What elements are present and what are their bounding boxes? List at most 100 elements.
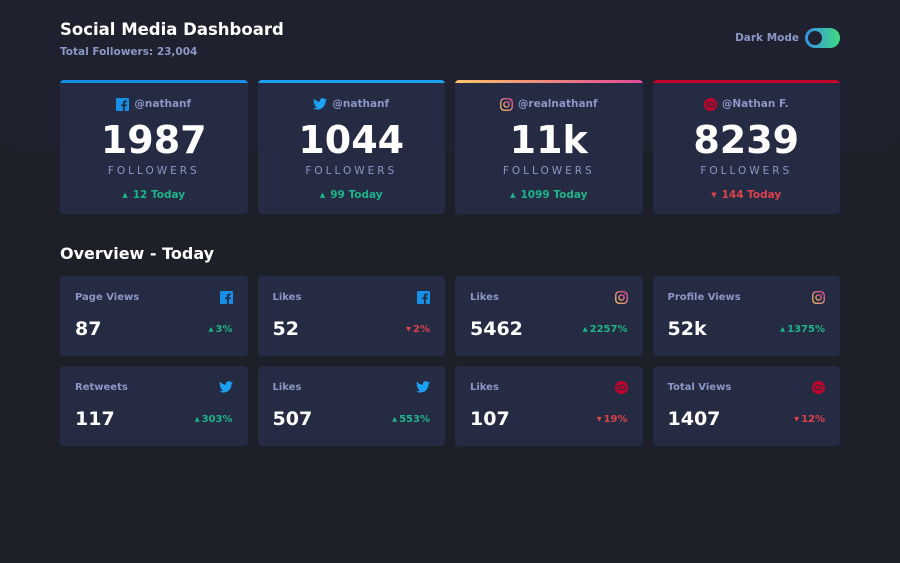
handle-row: @Nathan F. (653, 97, 841, 111)
follower-card-instagram[interactable]: @realnathanf 11k FOLLOWERS ▲ 1099 Today (455, 80, 643, 214)
instagram-icon (614, 290, 628, 304)
overview-card-instagram-likes[interactable]: Likes 5462 ▲ 2257% (455, 276, 643, 356)
twitter-icon (218, 381, 233, 393)
metric-value: 5462 (470, 318, 523, 340)
overview-heading: Overview - Today (60, 244, 215, 263)
metric-change-value: 12% (801, 413, 825, 425)
handle-row: @nathanf (258, 97, 446, 111)
facebook-icon (417, 290, 430, 304)
down-arrow-icon: ▼ (406, 325, 412, 333)
follower-count: 8239 (693, 118, 800, 162)
overview-card-youtube-total-views[interactable]: Total Views 1407 ▼ 12% (652, 366, 840, 446)
metric-title: Likes (272, 291, 302, 303)
metric-title: Total Views (667, 381, 732, 393)
overview-card-header: Page Views (75, 290, 233, 304)
overview-card-header: Likes (272, 290, 430, 304)
twitter-icon (313, 98, 328, 110)
metric-title: Likes (470, 291, 499, 303)
metric-change-value: 2% (413, 323, 430, 335)
followers-label: FOLLOWERS (700, 165, 793, 177)
metric-change: ▼ 2% (406, 324, 430, 335)
overview-card-body: 1407 ▼ 12% (668, 408, 826, 430)
down-arrow-icon: ▼ (711, 191, 717, 199)
follower-card-facebook[interactable]: @nathanf 1987 FOLLOWERS ▲ 12 Today (60, 80, 248, 214)
up-arrow-icon: ▲ (510, 191, 516, 199)
metric-change: ▲ 303% (195, 414, 233, 425)
page-title: Social Media Dashboard (60, 20, 284, 39)
youtube-icon (703, 97, 717, 111)
metric-value: 1407 (667, 408, 721, 430)
metric-change: ▲ 3% (209, 324, 233, 335)
account-handle: @Nathan F. (721, 98, 789, 110)
metric-change: ▲ 1375% (780, 324, 825, 335)
overview-card-facebook-likes[interactable]: Likes 52 ▼ 2% (257, 276, 445, 356)
daily-change: ▲ 1099 Today (455, 189, 643, 201)
youtube-icon (614, 380, 628, 394)
overview-card-header: Profile Views (668, 290, 826, 304)
daily-change-value: 99 Today (330, 189, 383, 201)
overview-card-facebook-page-views[interactable]: Page Views 87 ▲ 3% (60, 276, 248, 356)
followers-label: FOLLOWERS (502, 165, 595, 177)
metric-title: Profile Views (667, 291, 741, 303)
instagram-icon (500, 97, 513, 111)
youtube-top-bar (652, 80, 840, 83)
overview-card-instagram-profile-views[interactable]: Profile Views 52k ▲ 1375% (652, 276, 840, 356)
followers-section: @nathanf 1987 FOLLOWERS ▲ 12 Today @nath… (60, 80, 840, 214)
title-block: Social Media Dashboard Total Followers: … (60, 20, 284, 58)
overview-card-body: 52k ▲ 1375% (668, 318, 826, 340)
dashboard: Social Media Dashboard Total Followers: … (60, 0, 840, 446)
followers-label: FOLLOWERS (305, 165, 398, 177)
overview-card-twitter-likes[interactable]: Likes 507 ▲ 553% (257, 366, 445, 446)
metric-value: 117 (75, 408, 115, 430)
daily-change: ▲ 99 Today (258, 189, 446, 201)
overview-card-body: 5462 ▲ 2257% (470, 318, 628, 340)
metric-change: ▲ 2257% (583, 324, 628, 335)
facebook-icon (116, 97, 130, 111)
metric-change: ▼ 19% (597, 414, 628, 425)
metric-change-value: 19% (603, 413, 628, 425)
followers-label: FOLLOWERS (107, 165, 200, 177)
daily-change-value: 144 Today (721, 189, 782, 201)
metric-change-value: 1375% (787, 323, 825, 335)
dark-mode-control: Dark Mode (735, 28, 840, 48)
twitter-icon (416, 381, 430, 393)
metric-change-value: 3% (215, 323, 233, 335)
metric-title: Likes (470, 381, 499, 393)
dark-mode-label: Dark Mode (735, 32, 799, 44)
metric-value: 107 (470, 408, 510, 430)
up-arrow-icon: ▲ (208, 325, 214, 333)
metric-change-value: 303% (201, 413, 233, 425)
facebook-icon (219, 290, 233, 304)
up-arrow-icon: ▲ (780, 325, 786, 333)
overview-card-youtube-likes[interactable]: Likes 107 ▼ 19% (455, 366, 643, 446)
overview-card-twitter-retweets[interactable]: Retweets 117 ▲ 303% (60, 366, 248, 446)
overview-card-body: 117 ▲ 303% (75, 408, 233, 430)
dark-mode-toggle[interactable] (805, 28, 840, 48)
account-handle: @nathanf (332, 98, 390, 110)
daily-change-value: 12 Today (132, 189, 186, 201)
daily-change: ▼ 144 Today (653, 189, 841, 201)
metric-title: Page Views (75, 291, 140, 303)
daily-change-value: 1099 Today (520, 189, 588, 201)
metric-value: 52 (272, 318, 299, 340)
overview-card-header: Likes (470, 290, 628, 304)
overview-card-body: 107 ▼ 19% (470, 408, 628, 430)
metric-value: 87 (75, 318, 102, 340)
follower-card-twitter[interactable]: @nathanf 1044 FOLLOWERS ▲ 99 Today (257, 80, 446, 214)
youtube-icon (812, 380, 825, 394)
instagram-icon (812, 290, 825, 304)
follower-card-youtube[interactable]: @Nathan F. 8239 FOLLOWERS ▼ 144 Today (652, 80, 841, 214)
metric-title: Likes (272, 381, 302, 393)
metric-change-value: 553% (399, 413, 430, 425)
twitter-top-bar (257, 80, 445, 83)
follower-count: 11k (509, 118, 588, 162)
down-arrow-icon: ▼ (794, 415, 800, 423)
instagram-top-bar (455, 80, 643, 83)
overview-card-body: 507 ▲ 553% (273, 408, 431, 430)
overview-card-header: Total Views (667, 380, 825, 394)
overview-card-header: Likes (272, 380, 430, 394)
metric-change: ▲ 553% (392, 414, 430, 425)
up-arrow-icon: ▲ (392, 415, 398, 423)
total-followers: Total Followers: 23,004 (60, 46, 198, 58)
overview-card-body: 87 ▲ 3% (75, 318, 233, 340)
